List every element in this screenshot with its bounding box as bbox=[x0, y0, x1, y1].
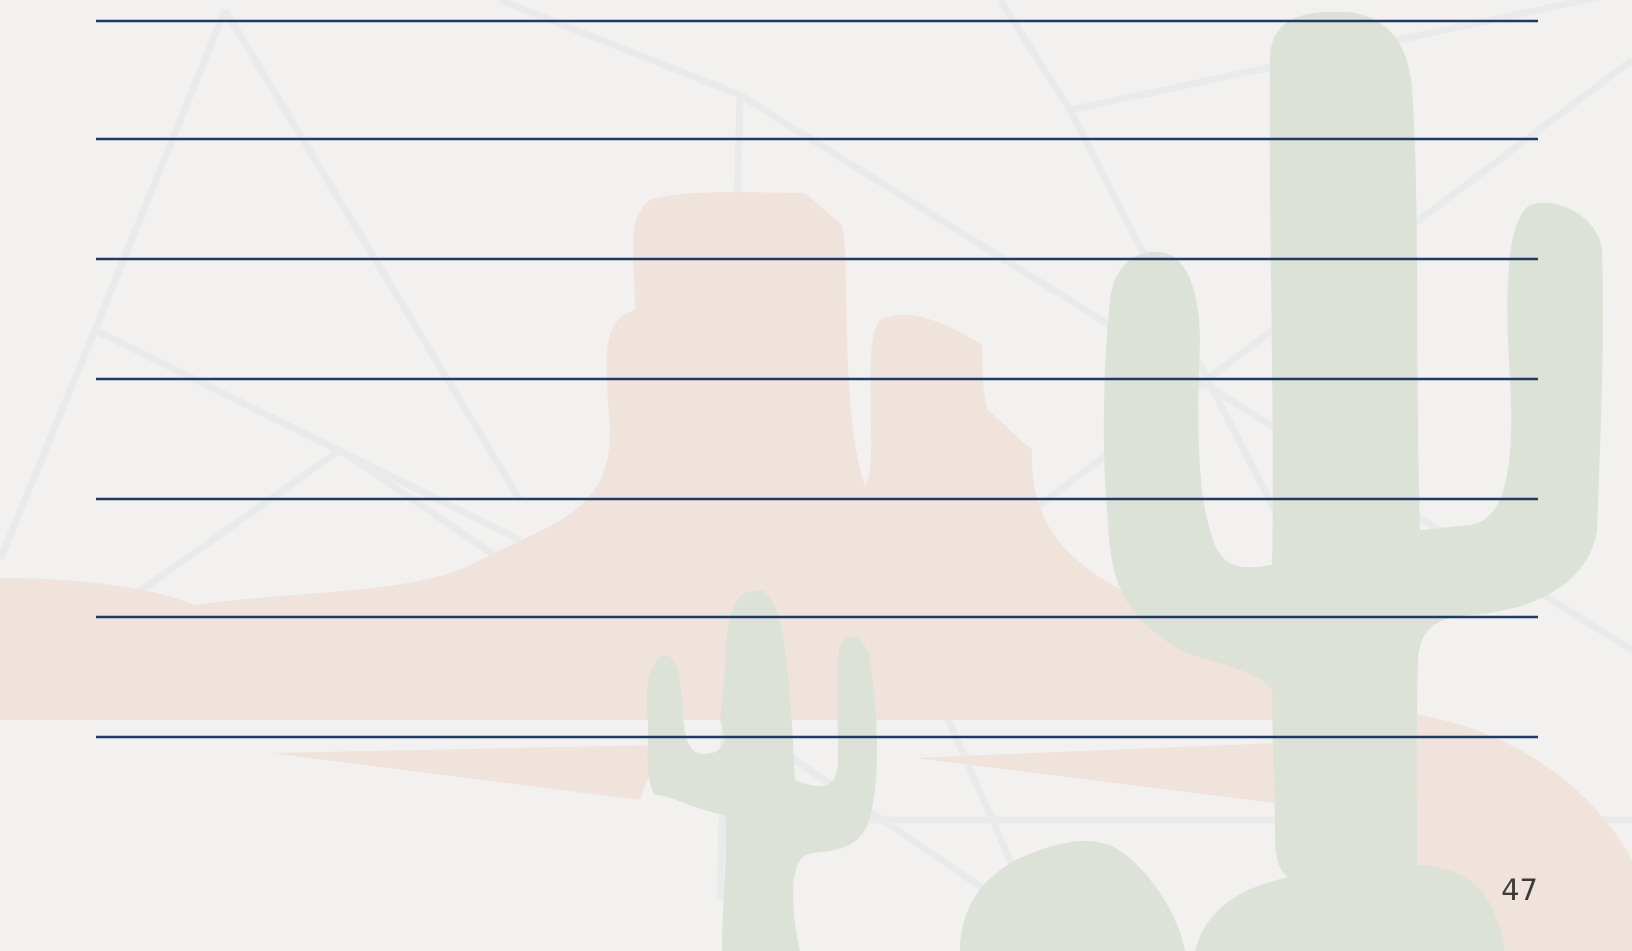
page-number: 47 bbox=[1501, 873, 1538, 907]
background-art bbox=[0, 0, 1632, 951]
page: 47 (() => { const data = JSON.parse(docu… bbox=[0, 0, 1632, 951]
page-canvas: 47 bbox=[0, 0, 1632, 951]
